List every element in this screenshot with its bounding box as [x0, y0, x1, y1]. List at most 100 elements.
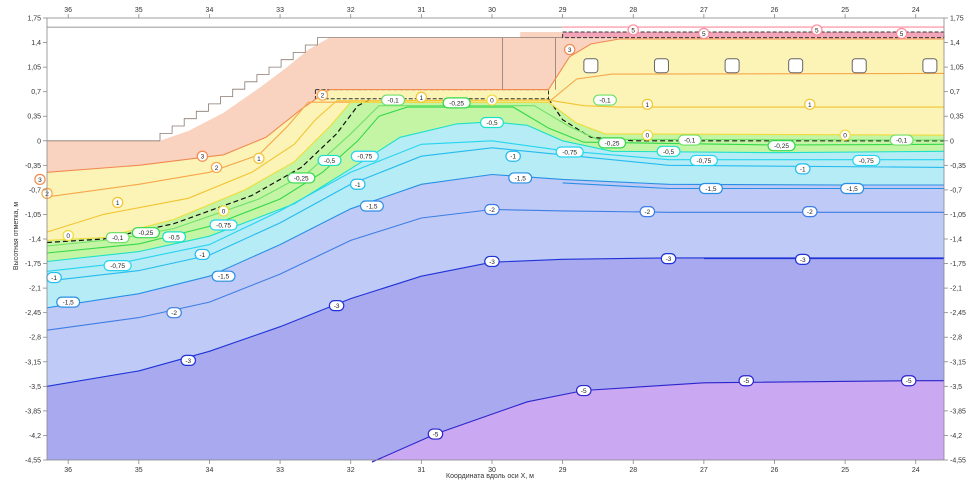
- contour-label-box: [34, 173, 46, 185]
- pile-marker: [724, 58, 740, 74]
- contour-label-box: [316, 89, 329, 101]
- x-tick-label-bottom: 32: [347, 467, 355, 474]
- y-tick-label-left: 0,7: [31, 89, 41, 96]
- contour-label-box: [180, 354, 197, 366]
- x-tick-label-bottom: 25: [841, 467, 849, 474]
- embankment-step-edge: [159, 37, 330, 141]
- contour-label: 1: [808, 102, 812, 109]
- y-tick-label-left: 0,35: [27, 114, 41, 121]
- contour-label-box: [479, 116, 504, 129]
- x-tick-label-bottom: 34: [206, 467, 214, 474]
- y-tick-label-right: -2,1: [950, 286, 962, 293]
- contour-label: -2: [644, 209, 650, 216]
- phreatic-line-right: [548, 98, 944, 142]
- sky-area: [47, 32, 521, 141]
- contour-label: -0,75: [216, 222, 231, 229]
- contour-label: -0,5: [324, 158, 336, 165]
- contour-label-box: [328, 300, 345, 312]
- contour-label-box: [162, 231, 187, 243]
- x-tick-label-top: 35: [135, 7, 143, 14]
- x-tick-label-bottom: 29: [559, 467, 567, 474]
- pile-marker: [653, 58, 669, 74]
- contour-label-box: [639, 206, 656, 218]
- contour-label: -0,75: [696, 158, 711, 165]
- contour-label: 1: [420, 95, 424, 102]
- contour-label-box: [350, 150, 379, 162]
- contour-label: 1: [116, 200, 120, 207]
- y-tick-label-right: 0,35: [950, 114, 964, 121]
- x-tick-label-top: 34: [206, 7, 214, 14]
- contour-line--1.5: [46, 173, 944, 309]
- contour-label-box: [166, 307, 182, 319]
- contour-label-box: [597, 137, 627, 149]
- contour-label: 3: [201, 154, 205, 161]
- x-tick-label-top: 24: [912, 7, 920, 14]
- contour-label-box: [131, 227, 160, 239]
- contour-label-box: [889, 134, 914, 146]
- contour-line--3: [46, 257, 944, 387]
- contour-line--0.5: [46, 121, 945, 263]
- contour-label: -1: [355, 182, 361, 189]
- y-tick-label-right: -1,4: [950, 237, 962, 244]
- y-tick-label-left: -1,75: [25, 261, 41, 268]
- contour-label: 0: [646, 133, 650, 140]
- x-tick-label-top: 27: [700, 7, 708, 14]
- contour-label-box: [767, 140, 796, 152]
- contour-label-box: [852, 154, 881, 167]
- pile-marker: [788, 58, 804, 74]
- contour-label-box: [804, 98, 816, 110]
- y-tick-label-left: -0,35: [25, 163, 41, 170]
- x-tick-label-top: 30: [488, 7, 496, 14]
- x-tick-label-bottom: 35: [135, 467, 143, 474]
- y-tick-label-left: -4,2: [29, 433, 41, 440]
- contour-label: -2: [807, 209, 813, 216]
- contour-label: -1,5: [847, 186, 859, 193]
- contour-label-box: [900, 375, 917, 387]
- contour-label: 1: [646, 102, 650, 109]
- contour-label: -3: [666, 256, 672, 263]
- contour-label: -0,25: [605, 140, 620, 147]
- y-tick-label-right: 1,05: [950, 65, 964, 72]
- contour-label-box: [442, 97, 471, 109]
- y-tick-label-left: -3,85: [25, 408, 41, 415]
- y-tick-label-left: -1,05: [25, 212, 41, 219]
- contour-label-box: [575, 384, 592, 397]
- y-tick-label-left: -0,7: [29, 187, 41, 194]
- contour-label: 0: [222, 208, 226, 215]
- y-tick-label-left: 1,05: [27, 65, 41, 72]
- contour-label-box: [105, 231, 130, 244]
- x-tick-label-top: 31: [417, 7, 425, 14]
- contour-label: 1: [257, 156, 261, 163]
- contour-label-box: [484, 255, 500, 268]
- y-tick-label-right: 1,75: [950, 16, 964, 23]
- x-tick-label-top: 28: [629, 7, 637, 14]
- contour-label-box: [317, 154, 342, 167]
- contour-label: -5: [581, 388, 587, 395]
- y-tick-label-left: 1,4: [31, 40, 41, 47]
- contour-label: -0,5: [486, 120, 498, 127]
- x-tick-label-bottom: 28: [629, 467, 637, 474]
- pile-markers: [583, 58, 938, 74]
- contour-label: -0,25: [138, 230, 153, 237]
- y-tick-label-right: -4,2: [950, 433, 962, 440]
- contour-line-2: [46, 72, 945, 198]
- contour-label-box: [660, 253, 677, 265]
- contour-label: -3: [800, 257, 806, 264]
- contour-label: -1,5: [218, 274, 230, 281]
- contour-label-box: [287, 172, 316, 184]
- y-axis-title: Высотная отметка, м: [13, 202, 20, 270]
- y-tick-label-right: -3,5: [950, 384, 962, 391]
- contour-label-box: [359, 200, 384, 212]
- y-tick-label-right: 1,4: [950, 40, 960, 47]
- contour-label-box: [794, 163, 811, 175]
- contour-label-box: [253, 152, 265, 164]
- pile-marker: [851, 58, 867, 74]
- y-tick-label-right: -1,05: [950, 212, 966, 219]
- y-tick-label-left: 0: [37, 138, 41, 145]
- contour-label: -1,5: [366, 204, 378, 211]
- x-tick-label-bottom: 36: [64, 467, 72, 474]
- contour-label: -1,5: [515, 175, 527, 182]
- y-tick-label-right: -2,8: [950, 335, 962, 342]
- contour-line--0.75: [46, 140, 944, 272]
